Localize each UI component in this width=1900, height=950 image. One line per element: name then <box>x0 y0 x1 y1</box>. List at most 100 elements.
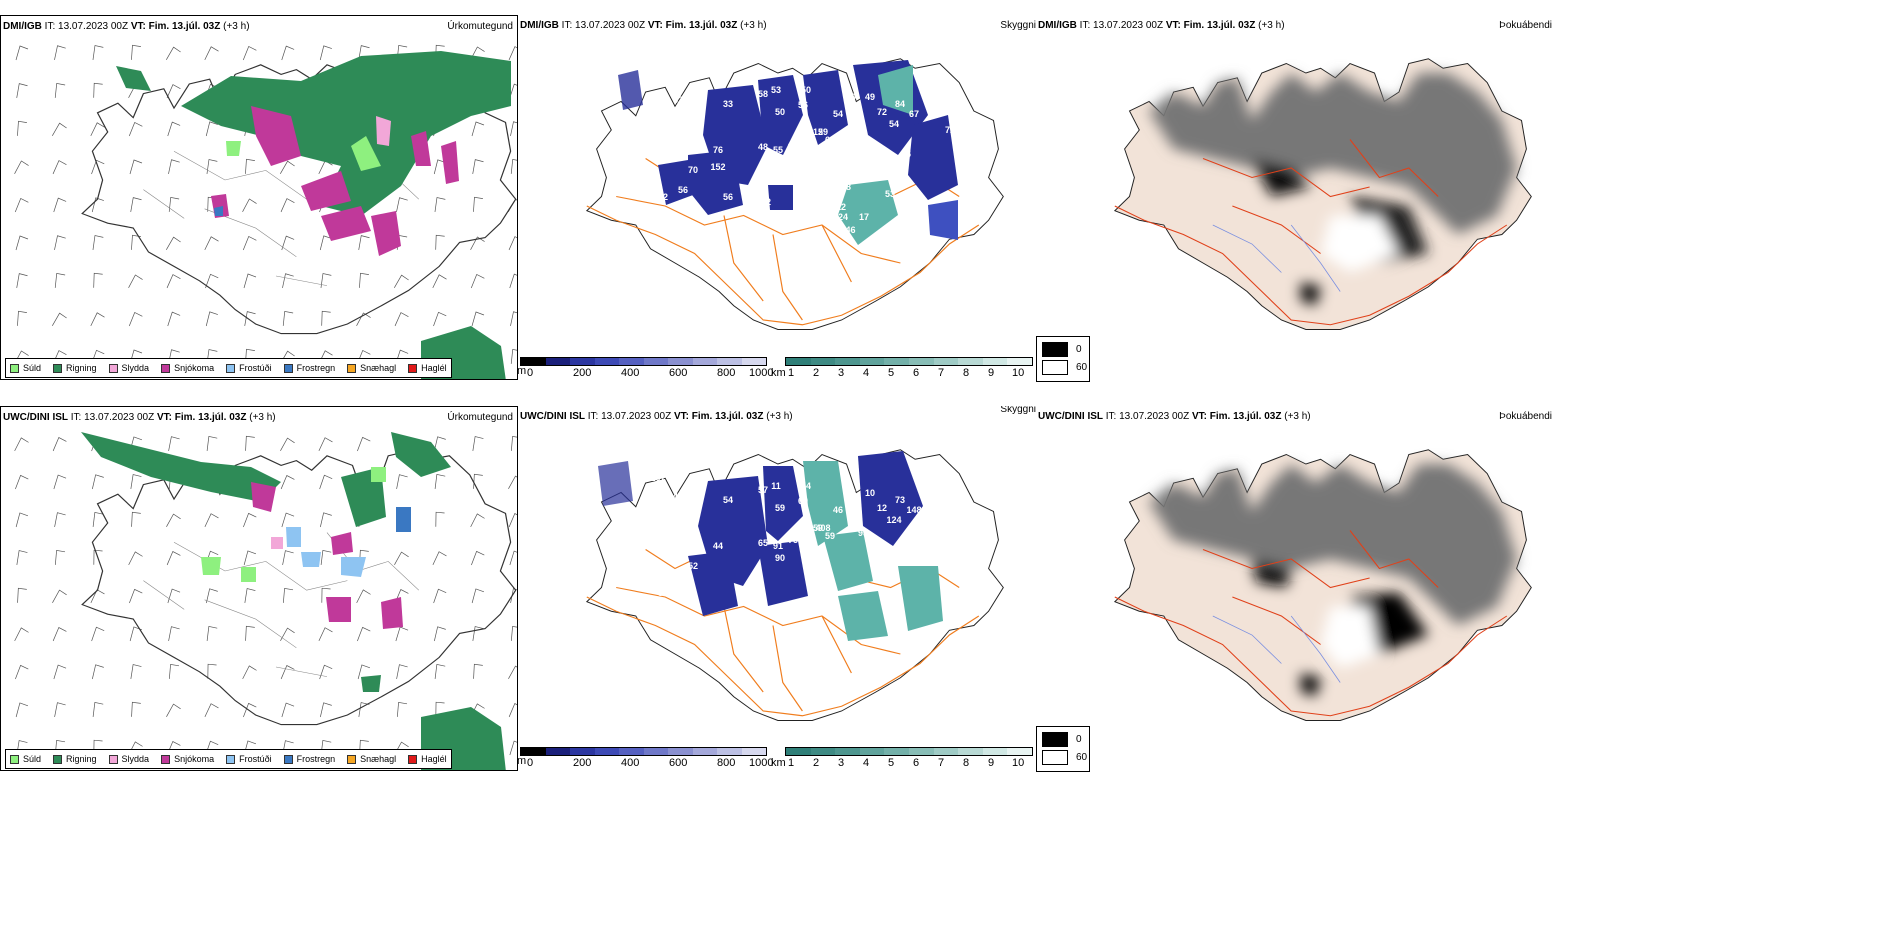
wind-barb-icon <box>243 702 257 718</box>
wind-barb-icon <box>54 702 66 718</box>
cloud-value-label: 56 <box>678 185 688 195</box>
wind-barb-icon <box>206 626 218 641</box>
wind-barb-icon <box>280 665 295 680</box>
wind-barb-icon <box>166 236 181 250</box>
cloud-value-label: 148 <box>906 505 921 515</box>
wind-barb-icon <box>207 663 217 679</box>
panel-title: DMI/IGB IT: 13.07.2023 00Z VT: Fim. 13.j… <box>520 20 767 31</box>
wind-barb-icon <box>92 235 104 250</box>
swatch-icon <box>10 754 19 764</box>
wind-barb-icon <box>510 588 517 604</box>
wind-barb-icon <box>359 272 369 288</box>
swatch-icon <box>226 363 236 373</box>
wind-barb-icon <box>395 626 409 642</box>
wind-barb-icon <box>357 664 371 680</box>
fog-panel-uwc: UWC/DINI ISL IT: 13.07.2023 00Z VT: Fim.… <box>1036 406 1554 771</box>
cloud-value-label: 55 <box>773 145 783 155</box>
cloud-value-label: 198 <box>830 173 845 183</box>
legend-item: Snjókoma <box>161 363 214 373</box>
cloud-value-label: 23 <box>895 225 905 235</box>
wind-barb-icon <box>204 236 219 251</box>
cloud-value-label: 54 <box>889 119 899 129</box>
wind-barb-icon <box>280 627 295 641</box>
cloud-value-label: 49 <box>865 92 875 102</box>
wind-barb-icon <box>52 122 67 136</box>
wind-barb-icon <box>15 664 29 680</box>
wind-barb-icon <box>435 511 445 527</box>
wind-barb-icon <box>282 550 294 566</box>
precip-map <box>14 432 517 770</box>
precip-panel-dmi: DMI/IGB IT: 13.07.2023 00Z VT: Fim. 13.j… <box>0 15 518 380</box>
wind-barb-icon <box>319 474 333 490</box>
legend-item: Frostúði <box>226 363 272 373</box>
cloud-value-label: 60 <box>798 496 808 506</box>
wind-barb-icon <box>282 587 294 603</box>
wind-barb-icon <box>434 197 446 212</box>
wind-barb-icon <box>130 664 142 680</box>
wind-barb-icon <box>14 197 29 213</box>
wind-barb-icon <box>508 236 517 251</box>
wind-barb-icon <box>92 512 104 527</box>
wind-barb-icon <box>510 348 517 364</box>
cloud-value-label: 99 <box>688 99 698 109</box>
wind-barb-icon <box>90 589 105 604</box>
cloud-value-label: 11 <box>771 481 781 491</box>
legend-item: Haglél <box>408 754 447 764</box>
wind-barb-icon <box>54 235 66 251</box>
wind-barb-icon <box>206 159 218 174</box>
cloud-value-label: 56 <box>798 100 808 110</box>
swatch-icon <box>53 363 63 373</box>
wind-barb-icon <box>91 197 104 213</box>
wind-barb-icon <box>319 45 332 61</box>
cloud-fields <box>598 451 943 641</box>
wind-barb-icon <box>54 272 66 288</box>
wind-barb-icon <box>168 159 180 175</box>
cloud-value-label: 52 <box>688 561 698 571</box>
cloud-value-label: 96 <box>901 149 911 159</box>
wind-barb-icon <box>508 46 517 61</box>
precip-legend: Súld Rigning Slydda Snjókoma Frostúði Fr… <box>5 358 452 378</box>
wind-barb-icon <box>131 234 141 250</box>
wind-barb-icon <box>168 663 180 679</box>
cloud-value-label: 408 <box>815 523 830 533</box>
wind-barb-icon <box>167 311 181 327</box>
cloud-value-label: 69 <box>803 548 813 558</box>
legend-item: Snjókoma <box>161 754 214 764</box>
wind-barb-icon <box>282 273 294 289</box>
wind-barb-icon <box>15 702 29 718</box>
wind-barb-icon <box>204 46 219 61</box>
precip-fields <box>116 51 511 379</box>
wind-barb-icon <box>92 702 104 717</box>
elevation-scale: 0 200 400 600 800 1000 m <box>517 747 773 770</box>
wind-barb-icon <box>92 664 104 680</box>
swatch-icon <box>226 754 236 764</box>
wind-barb-icon <box>281 512 295 528</box>
wind-barb-icon <box>318 627 333 642</box>
legend-item: Rigning <box>53 363 97 373</box>
fog-min-swatch <box>1042 732 1068 747</box>
distance-colorbar <box>785 747 1033 756</box>
fog-map <box>1114 58 1532 330</box>
cloud-value-label: 42 <box>625 202 635 212</box>
cloud-value-label: 44 <box>713 541 723 551</box>
wind-barb-icon <box>508 475 517 489</box>
cloud-value-label: 75 <box>788 535 798 545</box>
wind-barb-icon <box>131 44 141 60</box>
wind-barb-icon <box>54 45 66 61</box>
fog-map <box>1114 449 1532 721</box>
cloud-panel-dmi: DMI/IGB IT: 13.07.2023 00Z VT: Fim. 13.j… <box>518 15 1036 380</box>
wind-barb-icon <box>52 589 67 603</box>
wind-barb-icon <box>242 235 257 251</box>
swatch-icon <box>53 754 63 764</box>
cloud-value-label: 53 <box>885 189 895 199</box>
wind-barb-icon <box>205 311 218 327</box>
cloud-panel-uwc: UWC/DINI ISL IT: 13.07.2023 00Z VT: Fim.… <box>518 406 1036 771</box>
cloud-value-label: 104 <box>848 169 863 179</box>
cloud-value-label: 38 <box>841 182 851 192</box>
wind-barb-icon <box>129 159 143 175</box>
wind-barb-icon <box>92 474 104 490</box>
wind-barb-icon <box>168 436 180 452</box>
cloud-value-label: 17 <box>859 212 869 222</box>
cloud-value-label: 56 <box>846 488 856 498</box>
cloud-value-label: 53 <box>771 85 781 95</box>
